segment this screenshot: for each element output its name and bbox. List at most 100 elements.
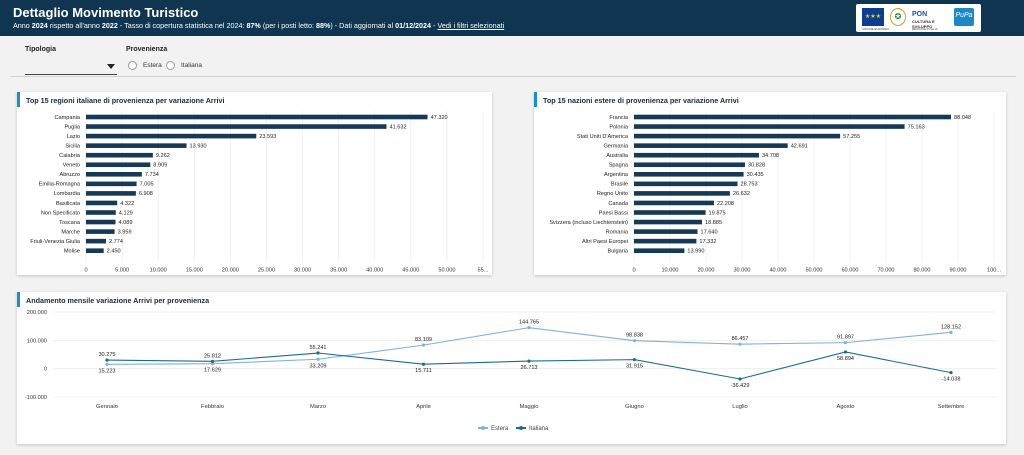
selected-filters-link[interactable]: Vedi i filtri selezionati bbox=[437, 21, 505, 30]
bar-value-label: 13.990 bbox=[687, 249, 704, 255]
data-point bbox=[949, 330, 953, 334]
data-label: 128.152 bbox=[941, 324, 961, 330]
category-label: Friuli-Venezia Giulia bbox=[30, 239, 81, 245]
bar-value-label: 75.163 bbox=[908, 124, 925, 130]
category-label: Altri Paesi Europei bbox=[582, 239, 628, 245]
data-point bbox=[632, 339, 637, 343]
x-tick-label: Agosto bbox=[836, 404, 854, 410]
bar-value-label: 47.320 bbox=[431, 115, 448, 121]
bar-value-label: 30.435 bbox=[747, 172, 764, 178]
x-tick-label: 30.000 bbox=[294, 267, 311, 273]
y-tick-label: -100.000 bbox=[25, 395, 47, 401]
radio-label-italiana: Italiana bbox=[181, 62, 202, 69]
data-label: -36.429 bbox=[731, 383, 750, 389]
bar bbox=[86, 133, 257, 139]
x-tick-label: 60.000 bbox=[841, 267, 858, 273]
bar bbox=[86, 143, 187, 148]
category-label: Svizzera (incluso Liechtenstein) bbox=[549, 220, 628, 226]
italian-regions-chart-title: Top 15 regioni italiane di provenienza p… bbox=[26, 96, 225, 105]
data-label: 30.275 bbox=[98, 352, 115, 358]
data-point bbox=[210, 362, 215, 366]
chevron-down-icon[interactable] bbox=[107, 64, 115, 69]
bar-value-label: 30.828 bbox=[748, 163, 765, 169]
bar-value-label: 41.632 bbox=[390, 124, 407, 130]
category-label: Canada bbox=[608, 201, 628, 207]
bar-value-label: 13.930 bbox=[190, 143, 207, 149]
subtitle-text: ) - Dati aggiornati al bbox=[330, 21, 396, 30]
series-line-estera bbox=[106, 327, 952, 365]
foreign-countries-card: Top 15 nazioni estere di provenienza per… bbox=[534, 92, 1006, 275]
page-header: Dettaglio Movimento Turistico Anno 2024 … bbox=[0, 0, 1024, 36]
x-tick-label: Giugno bbox=[625, 404, 644, 410]
radio-circle[interactable] bbox=[166, 61, 175, 70]
bar bbox=[86, 238, 107, 244]
radio-circle[interactable] bbox=[128, 61, 137, 70]
x-tick-label: 50.000 bbox=[805, 267, 822, 273]
category-label: Regno Unito bbox=[597, 191, 628, 197]
category-label: Argentina bbox=[604, 172, 629, 178]
data-point bbox=[632, 358, 637, 362]
sponsor-logos: ★★★ ✪ PON CULTURA E SVILUPPO PuPa UNIONE … bbox=[856, 4, 981, 32]
x-tick-label: Luglio bbox=[732, 404, 747, 410]
x-tick-label: Settembre bbox=[938, 404, 965, 410]
bar-value-label: 34.708 bbox=[762, 153, 779, 159]
category-label: Polonia bbox=[609, 124, 629, 130]
data-point bbox=[105, 362, 109, 366]
legend-item-italiana[interactable]: Italiana bbox=[516, 426, 548, 432]
bar bbox=[86, 162, 151, 168]
data-point bbox=[316, 351, 320, 355]
category-label: Australia bbox=[606, 153, 629, 159]
tipologia-dropdown[interactable] bbox=[25, 61, 117, 75]
data-label: 25.812 bbox=[204, 353, 221, 359]
x-tick-label: 20.000 bbox=[222, 267, 239, 273]
bar bbox=[86, 152, 153, 158]
bar-value-label: 4.089 bbox=[119, 220, 133, 226]
bar-value-label: 17.640 bbox=[701, 229, 718, 235]
data-point bbox=[738, 377, 742, 381]
bar bbox=[634, 172, 744, 177]
data-label: -14.038 bbox=[942, 377, 961, 383]
region-logo-caption: REGIONE PUGLIA bbox=[912, 27, 938, 31]
category-label: Toscana bbox=[59, 220, 81, 226]
data-label: 15.711 bbox=[415, 368, 432, 374]
italian-regions-bar-chart: 0 5.000 10.000 15.000 20.000 25.000 30.000 35.0… bbox=[30, 111, 489, 273]
card-accent bbox=[17, 292, 20, 307]
data-point bbox=[421, 343, 426, 347]
bar bbox=[634, 152, 759, 158]
italian-regions-card: Top 15 regioni italiane di provenienza p… bbox=[17, 92, 492, 275]
x-tick-label: 0 bbox=[84, 267, 87, 273]
bar bbox=[86, 229, 115, 234]
x-tick-label: 80.000 bbox=[913, 267, 930, 273]
data-label: 15.223 bbox=[98, 368, 115, 374]
x-tick-label: 0 bbox=[632, 267, 635, 273]
legend-item-estera[interactable]: Estera bbox=[478, 426, 508, 432]
x-tick-label: 5.000 bbox=[115, 267, 129, 273]
legend-marker-italiana bbox=[516, 426, 526, 431]
category-label: Paesi Bassi bbox=[599, 210, 628, 216]
subtitle-text: Anno bbox=[13, 21, 32, 30]
category-label: Veneto bbox=[63, 163, 80, 169]
x-tick-label: 10.000 bbox=[661, 267, 678, 273]
pon-text: PON bbox=[912, 11, 928, 18]
eu-logo-caption: UNIONE EUROPEA bbox=[862, 27, 890, 31]
data-label: 26.713 bbox=[520, 365, 537, 371]
eu-stars: ★★★ bbox=[864, 14, 882, 20]
category-label: Germania bbox=[603, 143, 628, 149]
bar-value-label: 42.691 bbox=[791, 143, 808, 149]
bar bbox=[634, 124, 905, 129]
category-label: Campania bbox=[55, 115, 81, 121]
x-tick-label: 50.000 bbox=[438, 267, 455, 273]
data-point bbox=[105, 358, 109, 362]
emblem-star: ✪ bbox=[894, 12, 902, 21]
bar bbox=[86, 248, 104, 253]
x-tick-label: Febbraio bbox=[201, 404, 224, 410]
bar bbox=[634, 219, 702, 225]
eu-flag-logo: ★★★ bbox=[862, 8, 884, 26]
puglia-logo-text: PuPa bbox=[955, 12, 973, 19]
category-label: Francia bbox=[609, 115, 629, 121]
legend-label-estera: Estera bbox=[491, 426, 509, 432]
category-label: Non Specificato bbox=[41, 210, 80, 216]
card-accent bbox=[17, 92, 20, 107]
bar-value-label: 88.048 bbox=[954, 115, 971, 121]
category-label: Abruzzo bbox=[59, 172, 80, 178]
